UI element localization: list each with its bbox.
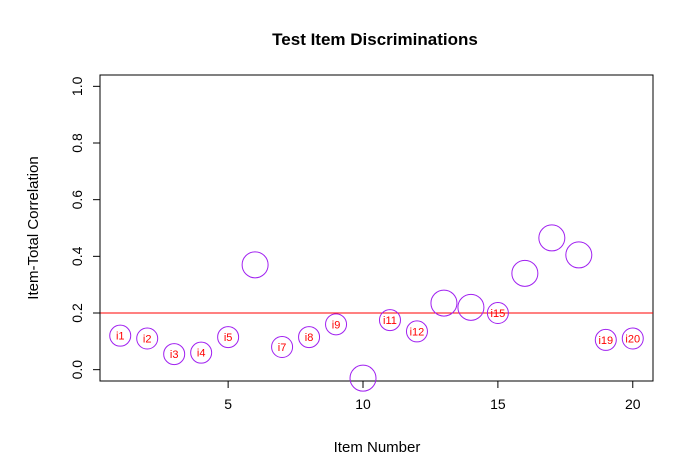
data-point <box>349 364 377 392</box>
y-tick-label: 0.8 <box>69 133 85 153</box>
data-point <box>378 309 401 332</box>
data-point <box>136 327 159 350</box>
point-label: i20 <box>625 334 640 346</box>
y-tick-label: 0.0 <box>69 360 85 380</box>
point-label: i5 <box>224 332 233 344</box>
point-label: i11 <box>383 315 397 327</box>
y-axis-label: Item-Total Correlation <box>25 156 42 299</box>
point-label: i8 <box>305 332 314 344</box>
data-point <box>430 289 458 317</box>
data-point <box>190 341 213 364</box>
point-label: i2 <box>143 334 152 346</box>
data-point <box>217 326 240 349</box>
data-point <box>325 313 348 336</box>
plot-frame <box>99 74 654 382</box>
y-tick-label: 0.2 <box>69 303 85 323</box>
data-point <box>511 259 539 287</box>
data-point <box>405 320 428 343</box>
data-point <box>271 336 294 358</box>
point-label: i9 <box>332 319 341 331</box>
data-point <box>109 324 132 347</box>
data-point <box>241 251 269 279</box>
point-label: i15 <box>491 308 506 320</box>
data-point <box>457 293 485 321</box>
x-tick-label: 10 <box>355 396 371 412</box>
data-point <box>486 302 509 324</box>
x-tick-label: 20 <box>625 396 641 412</box>
point-label: i4 <box>197 348 206 360</box>
data-point <box>621 327 644 350</box>
x-tick-label: 15 <box>490 396 506 412</box>
data-point <box>565 241 593 269</box>
point-label: i12 <box>410 326 425 338</box>
data-point <box>538 224 566 252</box>
data-point <box>594 328 617 351</box>
point-label: i19 <box>598 335 613 347</box>
point-label: i3 <box>170 349 179 361</box>
point-label: i1 <box>116 331 125 343</box>
point-label: i7 <box>278 342 287 354</box>
data-point <box>298 326 321 349</box>
x-axis-label: Item Number <box>334 439 421 456</box>
y-tick-label: 0.6 <box>69 190 85 210</box>
y-tick-label: 1.0 <box>69 76 85 96</box>
chart-title: Test Item Discriminations <box>272 30 478 49</box>
x-tick-label: 5 <box>224 396 232 412</box>
data-point <box>163 343 186 366</box>
y-tick-label: 0.4 <box>69 246 85 266</box>
